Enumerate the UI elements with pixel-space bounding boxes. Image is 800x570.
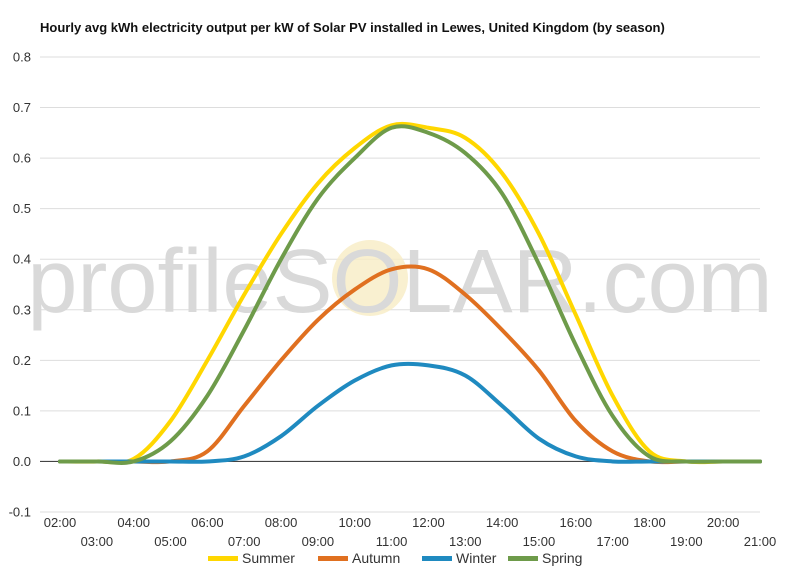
chart-title: Hourly avg kWh electricity output per kW… [40, 20, 665, 35]
x-tick-label: 10:00 [338, 515, 371, 530]
legend: Summer Autumn Winter Spring [208, 550, 582, 566]
x-tick-label: 20:00 [707, 515, 740, 530]
y-tick-label: 0.6 [13, 151, 31, 166]
x-tick-label: 14:00 [486, 515, 519, 530]
legend-swatch [508, 556, 538, 561]
x-tick-label: 06:00 [191, 515, 224, 530]
x-tick-label: 16:00 [560, 515, 593, 530]
legend-label: Summer [242, 550, 295, 566]
y-axis: -0.1 0.0 0.1 0.2 0.3 0.4 0.5 0.6 0.7 0.8 [9, 50, 31, 520]
y-tick-label: 0.7 [13, 100, 31, 115]
y-tick-label: 0.4 [13, 252, 31, 267]
x-tick-label: 11:00 [376, 534, 408, 549]
x-tick-label: 09:00 [302, 534, 335, 549]
legend-swatch [422, 556, 452, 561]
x-tick-label: 05:00 [154, 534, 187, 549]
legend-label: Spring [542, 550, 582, 566]
series-line-summer [58, 121, 762, 465]
x-tick-label: 15:00 [523, 534, 556, 549]
y-tick-label: -0.1 [9, 505, 31, 520]
watermark-text: profileSOLAR.com [27, 232, 772, 332]
x-tick-label: 19:00 [670, 534, 703, 549]
x-tick-label: 08:00 [265, 515, 298, 530]
x-tick-label: 18:00 [633, 515, 666, 530]
x-tick-label: 07:00 [228, 534, 261, 549]
x-tick-label: 02:00 [44, 515, 77, 530]
watermark: profileSOLAR.com [27, 232, 772, 332]
x-tick-label: 17:00 [596, 534, 629, 549]
legend-swatch [318, 556, 348, 561]
y-tick-label: 0.2 [13, 353, 31, 368]
x-tick-label: 04:00 [117, 515, 150, 530]
legend-label: Winter [456, 550, 497, 566]
x-tick-label: 21:00 [744, 534, 777, 549]
series-line-spring [58, 124, 762, 465]
x-tick-label: 12:00 [412, 515, 445, 530]
y-tick-label: 0.1 [13, 403, 31, 418]
legend-label: Autumn [352, 550, 400, 566]
x-tick-label: 03:00 [81, 534, 114, 549]
y-tick-label: 0.8 [13, 50, 31, 65]
y-tick-label: 0.5 [13, 201, 31, 216]
y-tick-label: 0.0 [13, 454, 31, 469]
y-tick-label: 0.3 [13, 302, 31, 317]
x-tick-label: 13:00 [449, 534, 482, 549]
grid [40, 56, 760, 513]
legend-swatch [208, 556, 238, 561]
series-line-winter [58, 361, 762, 464]
plot-area [58, 121, 762, 465]
